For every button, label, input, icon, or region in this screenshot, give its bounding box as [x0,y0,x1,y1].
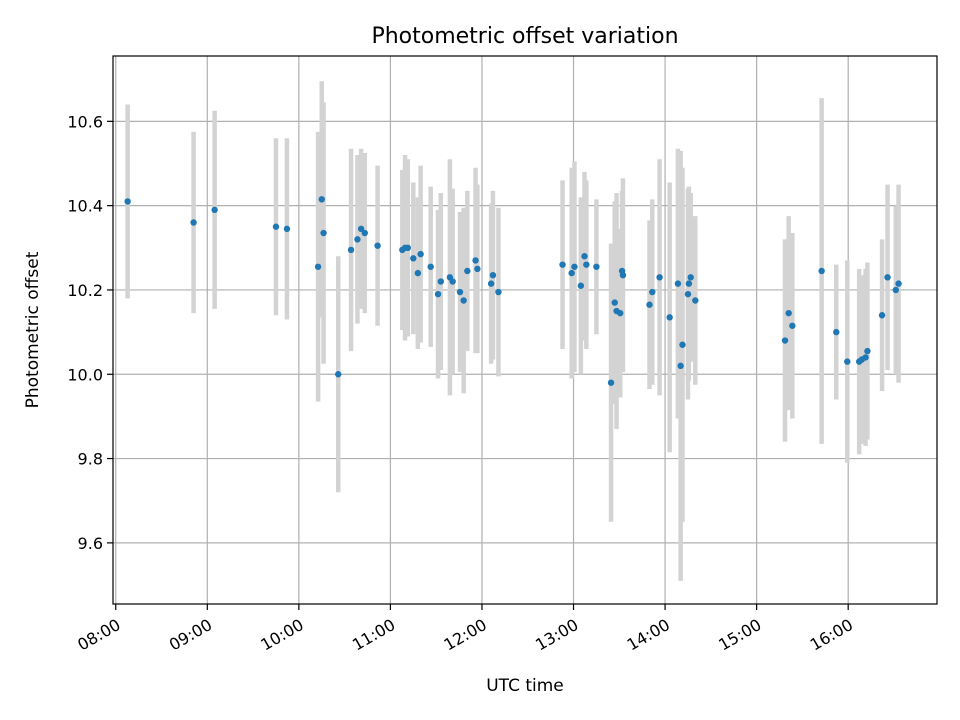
data-point [272,223,280,230]
data-point [862,354,869,361]
error-bars [125,81,901,581]
y-tick-label: 10.0 [67,365,103,384]
plot-frame [112,55,938,605]
data-point [283,225,291,233]
x-tick-label: 13:00 [532,615,581,655]
data-point [314,263,322,270]
x-tick-label: 14:00 [624,615,673,655]
x-tick-label: 11:00 [349,615,398,655]
data-point [124,198,131,205]
data-point [487,280,495,287]
data-point [646,301,653,308]
data-point [320,229,327,237]
data-point [211,206,218,214]
data-point [410,255,417,262]
data-point [684,290,692,298]
data-point [781,337,789,344]
data-point [404,244,412,251]
data-point [495,288,502,296]
data-point [460,297,467,304]
data-point [878,312,886,319]
y-tick-label: 10.4 [67,197,103,216]
data-point [593,263,600,270]
data-point [581,253,588,260]
y-axis-label: Photometric offset [23,251,43,408]
chart-title: Photometric offset variation [371,24,678,49]
x-tick-label: 16:00 [807,615,856,655]
data-point [190,219,197,226]
data-point [354,236,361,243]
data-point [347,246,355,254]
grid-lines [113,56,937,604]
data-point [437,278,444,285]
data-point [619,272,627,279]
data-point [666,314,673,321]
data-point [361,229,368,237]
x-tick-label: 10:00 [257,615,306,655]
data-point [884,274,891,281]
data-point [789,322,796,329]
x-axis-label: UTC time [486,676,564,696]
x-tick-label: 12:00 [441,615,490,655]
data-point [649,288,656,296]
y-tick-label: 10.6 [67,112,103,131]
data-points [124,196,902,386]
x-tick-label: 15:00 [715,615,764,655]
data-point [414,269,422,277]
data-point [434,290,442,298]
data-point [417,250,424,258]
data-point [568,269,575,277]
data-point [571,263,578,270]
data-point [472,257,479,264]
data-point [656,274,663,281]
data-point [818,267,825,275]
data-point [844,358,851,365]
data-point [677,362,684,370]
data-point [577,282,585,289]
data-point [864,347,871,355]
data-point [687,274,694,281]
data-point [607,379,615,386]
data-point [374,242,381,249]
y-tick-label: 9.8 [78,450,103,469]
y-tick-label: 9.6 [78,534,103,553]
data-point [583,261,590,268]
data-point [449,278,456,285]
data-point [427,263,434,270]
data-point [335,371,342,378]
data-point [685,280,693,287]
data-point [474,265,481,273]
data-point [833,328,840,336]
x-tick-label: 09:00 [166,615,215,655]
data-point [617,309,624,317]
data-point [895,280,902,287]
x-axis-ticks: 08:00 09:00 10:00 11:00 12:00 13:00 14:00 15:00… [74,604,856,655]
data-point [892,286,899,294]
data-point [489,272,497,279]
data-point [318,196,325,203]
data-point [611,299,618,306]
data-point [456,288,464,296]
data-point [559,261,566,268]
data-point [785,309,792,317]
data-point [692,297,699,304]
data-point [357,225,365,233]
data-point [464,267,471,275]
data-point [679,341,686,348]
data-point [674,280,682,287]
y-axis-ticks: 9.6 9.8 10.0 10.2 10.4 10.6 [67,112,113,553]
y-tick-label: 10.2 [67,281,103,300]
x-tick-label: 08:00 [74,615,123,655]
